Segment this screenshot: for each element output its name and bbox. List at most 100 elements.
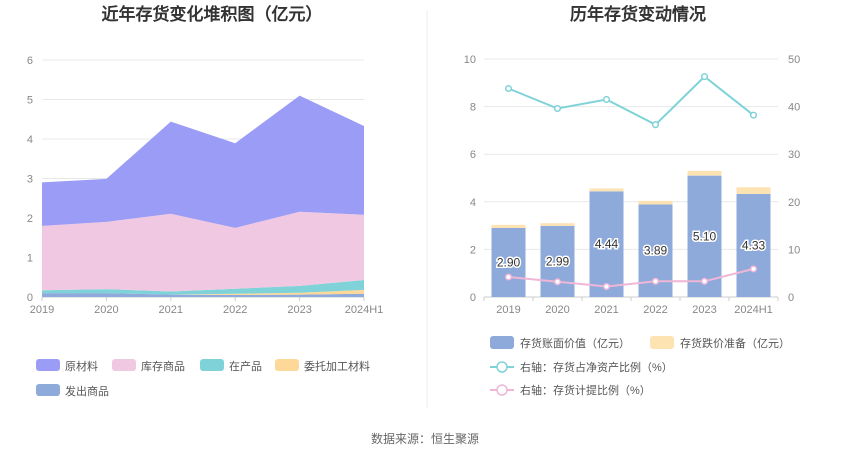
bar-value-2023 [687,175,722,297]
left-y-tick: 1 [27,253,33,265]
line-右轴：存货占净资产比例（%） [508,75,755,126]
legend-label-右轴：存货占净资产比例（%）: 右轴：存货占净资产比例（%） [520,360,673,374]
legend-swatch-存货跌价准备（亿元） [650,336,674,349]
right-x-tick: 2020 [545,304,569,316]
right-right-y-tick: 10 [788,244,800,256]
legend-label-存货账面价值（亿元）: 存货账面价值（亿元） [520,336,630,350]
legend-label-右轴：存货计提比例（%）: 右轴：存货计提比例（%） [520,383,651,397]
right-left-y-tick: 6 [470,149,476,161]
right-left-y-tick: 2 [470,244,476,256]
left-y-tick: 4 [27,134,33,146]
right-left-y-tick: 4 [470,197,476,209]
left-y-tick: 0 [27,292,33,304]
legend-swatch-存货账面价值（亿元） [490,336,514,349]
area-原材料 [42,95,364,228]
bar-label-2023: 5.10 [693,229,717,243]
bar-value-2019 [491,227,526,297]
bar-provision-2023 [687,170,722,176]
area-委托加工材料 [42,289,364,295]
left-y-tick: 2 [27,213,33,225]
right-right-y-tick: 20 [788,197,800,209]
right-x-tick: 2023 [692,304,716,316]
bar-label-2021: 4.44 [595,237,619,251]
left-chart-title: 近年存货变化堆积图（亿元） [102,4,323,24]
legend-label-委托加工材料: 委托加工材料 [304,359,370,373]
legend-swatch-在产品 [200,359,224,371]
bar-provision-2019 [491,224,526,228]
right-x-tick: 2022 [643,304,667,316]
legend-label-存货跌价准备（亿元）: 存货跌价准备（亿元） [680,336,790,350]
left-areas [42,95,364,297]
left-x-tick-labels: 2019 2020 2021 2022 2023 2024H1 [30,304,384,316]
legend-label-发出商品: 发出商品 [65,384,109,398]
line-point-右轴：存货占净资产比例（%） [553,104,562,113]
bar-label-2019: 2.90 [497,255,521,269]
line-右轴：存货计提比例（%） [508,267,754,288]
bar-label-2020: 2.99 [546,254,570,268]
left-y-tick: 3 [27,174,33,186]
legend-swatch-委托加工材料 [275,359,299,371]
line-point-右轴：存货计提比例（%） [700,277,709,285]
right-right-y-tick: 40 [788,102,800,114]
left-y-tick: 5 [27,95,33,107]
line-point-右轴：存货计提比例（%） [749,265,758,273]
line-point-右轴：存货占净资产比例（%） [651,121,660,129]
right-chart-title: 历年存货变动情况 [570,4,706,24]
right-left-y-tick: 10 [464,54,476,66]
legend-swatch-库存商品 [112,359,136,371]
right-left-y-tick: 8 [470,102,476,114]
left-x-tick: 2019 [30,304,54,316]
legend-label-库存商品: 库存商品 [141,359,185,373]
left-x-tick: 2022 [223,304,247,316]
left-y-tick: 6 [27,55,33,67]
data-source-note: 数据来源：恒生聚源 [371,431,479,446]
line-point-右轴：存货占净资产比例（%） [700,73,709,81]
area-库存商品 [42,211,364,292]
legend-label-原材料: 原材料 [65,359,98,373]
left-x-tick: 2023 [287,304,311,316]
right-bar-labels: 2.90 2.99 4.44 3.89 5.10 4.33 [495,228,767,271]
right-y-tick-labels: 0 2 4 6 8 10 0 10 20 30 40 50 [464,54,801,304]
bar-label-2022: 3.89 [644,244,668,258]
right-right-y-tick: 0 [788,292,794,304]
legend-swatch-发出商品 [36,384,60,396]
bar-value-2024H1 [736,193,771,297]
right-right-y-tick: 50 [788,54,800,66]
right-x-tick: 2024H1 [734,304,773,316]
left-y-tick-labels: 0 1 2 3 4 5 6 [27,55,33,304]
area-在产品 [42,280,364,295]
right-x-tick: 2019 [496,304,520,316]
line-point-右轴：存货占净资产比例（%） [602,95,611,104]
bar-value-2021 [589,191,624,297]
left-x-tick: 2024H1 [345,304,384,316]
legend-marker-右轴：存货占净资产比例（%） [496,361,508,373]
legend-marker-右轴：存货计提比例（%） [496,384,508,396]
right-lines [504,73,758,291]
line-point-右轴：存货计提比例（%） [553,278,562,286]
bar-provision-2020 [540,223,575,226]
right-gridlines [483,58,779,301]
left-x-tick: 2021 [159,304,183,316]
left-x-tick: 2020 [94,304,118,316]
right-x-tick-labels: 2019 2020 2021 2022 2023 2024H1 [496,304,773,316]
right-left-y-tick: 0 [470,292,476,304]
right-bars [491,170,771,297]
line-point-右轴：存货占净资产比例（%） [504,84,513,93]
line-point-右轴：存货计提比例（%） [504,273,513,281]
bar-label-2024H1: 4.33 [742,238,766,252]
bar-line-chart: 历年存货变动情况 2.90 2.99 4.44 3.89 5.10 4.33 0 2 4 6 8 1… [464,4,801,397]
area-发出商品 [42,293,364,297]
bar-provision-2024H1 [736,187,771,194]
line-point-右轴：存货占净资产比例（%） [749,111,758,119]
legend-swatch-原材料 [36,359,60,371]
bar-provision-2022 [638,200,673,205]
bar-provision-2021 [589,188,624,192]
right-right-y-tick: 30 [788,149,800,161]
right-x-tick: 2021 [594,304,618,316]
right-legend: 存货账面价值（亿元） 存货跌价准备（亿元） 右轴：存货占净资产比例（%） 右轴：存货计… [490,336,790,397]
legend-label-在产品: 在产品 [229,359,262,373]
line-point-右轴：存货计提比例（%） [602,282,611,291]
